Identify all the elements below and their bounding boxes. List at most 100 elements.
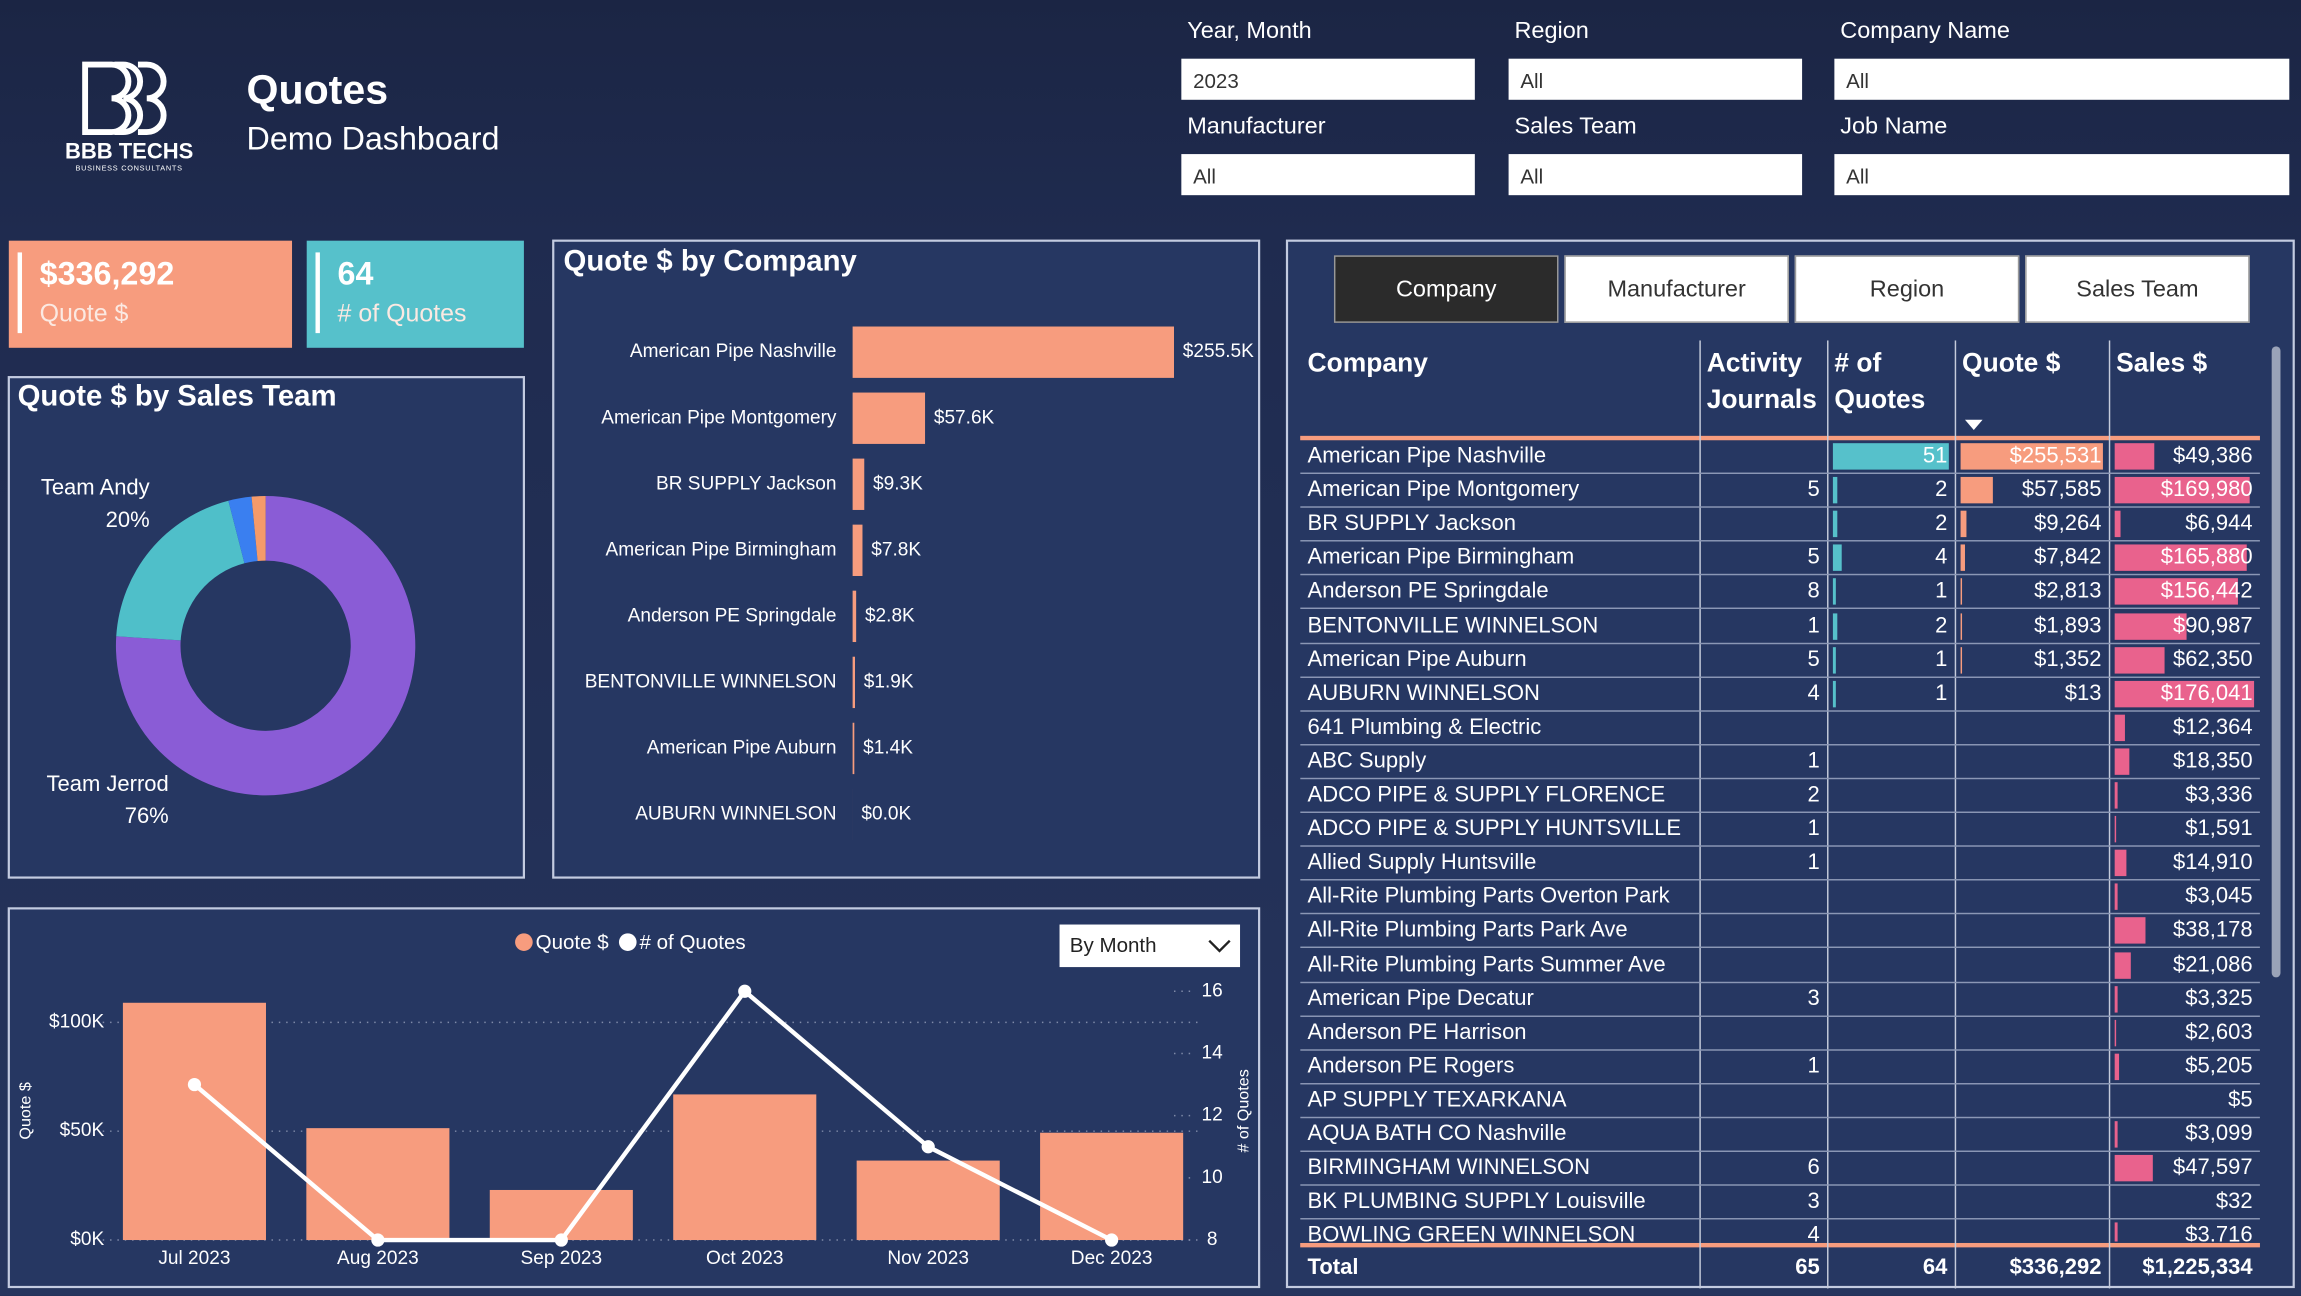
cell-text: American Pipe Birmingham (1307, 544, 1575, 570)
filter-dropdown[interactable]: All (1181, 154, 1475, 196)
table-cell: $2,603 (2109, 1017, 2260, 1049)
table-cell: $3,716 (2109, 1220, 2260, 1242)
table-row: Anderson PE Springdale 8 1 $2,813 $156,442 (1300, 576, 2260, 610)
filter-label: Year, Month (1187, 19, 1312, 45)
table-rule (1300, 1242, 2260, 1248)
table-cell (1955, 915, 2109, 947)
column-header[interactable]: Sales $ (2116, 347, 2208, 378)
x-tick-label: Sep 2023 (521, 1248, 603, 1269)
cell-text: $57,585 (2021, 477, 2102, 503)
tab[interactable]: Manufacturer (1564, 255, 1789, 323)
table-cell: 3 (1699, 983, 1827, 1015)
table-cell: ADCO PIPE & SUPPLY HUNTSVILLE (1300, 813, 1699, 845)
cell-text: $49,386 (2173, 443, 2253, 469)
table-cell: 65 (1699, 1252, 1827, 1284)
column-header[interactable]: Activity Journals (1706, 347, 1817, 414)
cell-text: $336,292 (2009, 1254, 2102, 1280)
table-cell: AP SUPPLY TEXARKANA (1300, 1084, 1699, 1116)
data-bar (1832, 680, 1836, 707)
data-bar (1960, 443, 2103, 470)
bar (852, 656, 855, 709)
dropdown-box (1059, 924, 1241, 968)
data-bar (1832, 544, 1842, 572)
table-cell (1699, 915, 1827, 947)
data-label: $255.5K (1183, 341, 1254, 362)
kpi-value: $336,292 (39, 255, 175, 293)
column-header[interactable]: Company (1307, 347, 1428, 378)
table-cell: $12,364 (2109, 711, 2260, 743)
filter-value: All (1846, 164, 1869, 188)
filter-dropdown[interactable]: All (1834, 58, 2290, 100)
table-cell: All-Rite Plumbing Parts Park Ave (1300, 915, 1699, 947)
table-cell: 1 (1827, 576, 1955, 608)
table-cell: 1 (1827, 678, 1955, 710)
filter-dropdown[interactable]: All (1834, 154, 2290, 196)
table-cell: $255,531 (1955, 440, 2109, 472)
table-cell: 2 (1827, 610, 1955, 642)
tab[interactable]: Company (1333, 255, 1559, 323)
bar (852, 722, 855, 775)
table-cell (1699, 1017, 1827, 1049)
y2-axis-title: # of Quotes (1235, 1069, 1253, 1152)
cell-text: All-Rite Plumbing Parts Park Ave (1307, 917, 1628, 943)
table-row: 641 Plumbing & Electric $12,364 (1300, 711, 2260, 746)
cell-text: $1,352 (2034, 646, 2102, 672)
table-cell: $3,325 (2109, 983, 2260, 1015)
period-dropdown[interactable]: By Month (1059, 924, 1241, 968)
data-bar (2114, 1053, 2119, 1080)
slice-label: Team Jerrod (46, 771, 168, 796)
table-cell (1827, 881, 1955, 913)
cell-text: AP SUPPLY TEXARKANA (1307, 1087, 1567, 1113)
table-cell: BIRMINGHAM WINNELSON (1300, 1152, 1699, 1184)
legend-marker (515, 933, 533, 951)
cell-text: American Pipe Nashville (1307, 443, 1547, 469)
bar (852, 326, 1174, 378)
x-tick-label: Oct 2023 (706, 1248, 783, 1269)
scrollbar[interactable] (2271, 346, 2281, 978)
table-cell: 51 (1827, 440, 1955, 472)
data-bar (2114, 443, 2154, 470)
chart-title: Quote $ by Sales Team (18, 379, 337, 412)
cell-text: ABC Supply (1307, 748, 1427, 774)
cell-text: 1 (1935, 680, 1948, 706)
cell-text: 2 (1935, 510, 1948, 536)
table-cell (1955, 847, 2109, 879)
cell-text: AUBURN WINNELSON (1307, 680, 1540, 706)
filter-dropdown[interactable]: 2023 (1181, 58, 1475, 100)
data-bar (1832, 578, 1836, 606)
cell-text: $165,880 (2160, 544, 2253, 570)
slice-value-label: 76% (125, 803, 169, 828)
data-bar (1832, 443, 1949, 470)
table-row: American Pipe Decatur 3 $3,325 (1300, 983, 2260, 1017)
table-cell (1699, 711, 1827, 743)
table-cell: $6,944 (2109, 508, 2260, 540)
cell-text: $3,325 (2185, 985, 2253, 1011)
cell-text: $5 (2228, 1087, 2253, 1113)
table-cell (1955, 983, 2109, 1015)
tab[interactable]: Region (1794, 255, 2020, 323)
table-cell: 8 (1699, 576, 1827, 608)
column-header[interactable]: Quote $ (1962, 347, 2061, 378)
filter-label: Job Name (1840, 114, 1948, 140)
column-header[interactable]: # of Quotes (1834, 347, 1926, 414)
table-cell (1827, 813, 1955, 845)
filter-dropdown[interactable]: All (1508, 154, 1803, 196)
legend-label: Quote $ (536, 931, 610, 954)
table-cell: $5,205 (2109, 1050, 2260, 1082)
table-cell: $57,585 (1955, 474, 2109, 506)
data-bar (2114, 1019, 2117, 1046)
table-cell: $32 (2109, 1186, 2260, 1218)
table-cell: $3,099 (2109, 1118, 2260, 1150)
table-cell: $5 (2109, 1084, 2260, 1116)
table-row: Anderson PE Harrison $2,603 (1300, 1017, 2260, 1051)
data-bar (1960, 510, 1966, 538)
table-cell: 1 (1699, 745, 1827, 777)
cell-text: $156,442 (2160, 578, 2253, 604)
filter-dropdown[interactable]: All (1508, 58, 1803, 100)
table-cell (1955, 949, 2109, 981)
cell-text: 8 (1807, 578, 1820, 604)
tab[interactable]: Sales Team (2025, 255, 2250, 323)
donut-slice (115, 496, 416, 796)
table-cell (1827, 1017, 1955, 1049)
